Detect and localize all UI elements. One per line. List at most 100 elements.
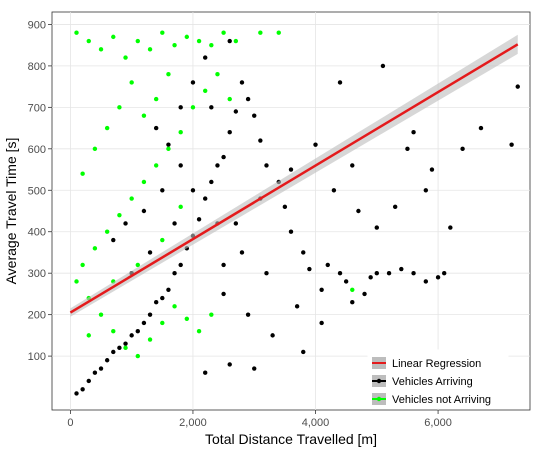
legend-box xyxy=(367,349,509,409)
x-axis-title: Total Distance Travelled [m] xyxy=(205,431,377,447)
arriving-point xyxy=(442,270,447,276)
legend-key-not-arriving-point xyxy=(376,396,382,402)
y-tick-label: 100 xyxy=(28,351,46,363)
arriving-point xyxy=(509,142,514,147)
arriving-point xyxy=(178,105,183,110)
not-arriving-point xyxy=(117,105,122,110)
y-tick-label: 500 xyxy=(28,185,46,197)
not-arriving-point xyxy=(147,47,153,52)
arriving-point xyxy=(153,125,159,131)
arriving-point xyxy=(74,391,79,396)
not-arriving-point xyxy=(160,237,165,243)
arriving-point xyxy=(166,287,171,292)
arriving-point xyxy=(221,291,226,297)
arriving-point xyxy=(178,262,183,268)
arriving-point xyxy=(123,221,128,226)
arriving-point xyxy=(423,279,429,284)
arriving-point xyxy=(135,329,140,334)
not-arriving-point xyxy=(227,96,232,102)
not-arriving-point xyxy=(92,246,98,251)
not-arriving-point xyxy=(184,34,190,40)
arriving-point xyxy=(203,55,208,60)
not-arriving-point xyxy=(209,312,214,317)
not-arriving-point xyxy=(80,171,85,176)
arriving-point xyxy=(264,163,269,168)
y-axis-title: Average Travel Time [s] xyxy=(3,138,19,285)
not-arriving-point xyxy=(129,196,134,201)
not-arriving-point xyxy=(74,30,79,35)
arriving-point xyxy=(147,250,153,255)
not-arriving-point xyxy=(190,105,196,110)
arriving-point xyxy=(203,370,208,375)
not-arriving-point xyxy=(111,34,116,40)
arriving-point xyxy=(172,270,177,276)
arriving-point xyxy=(123,341,128,346)
not-arriving-point xyxy=(98,47,104,52)
not-arriving-point xyxy=(221,30,226,35)
y-tick-label: 200 xyxy=(28,310,46,322)
arriving-point xyxy=(80,387,85,392)
not-arriving-point xyxy=(74,279,79,284)
not-arriving-point xyxy=(172,42,177,48)
not-arriving-point xyxy=(160,30,165,35)
arriving-point xyxy=(515,84,520,89)
not-arriving-point xyxy=(141,179,147,185)
arriving-point xyxy=(258,138,263,143)
not-arriving-point xyxy=(215,71,220,77)
arriving-point xyxy=(350,300,355,305)
arriving-point xyxy=(160,188,165,193)
arriving-point xyxy=(239,250,245,255)
not-arriving-point xyxy=(135,38,140,44)
not-arriving-point xyxy=(153,96,159,102)
arriving-point xyxy=(141,320,147,326)
legend-label-arriving: Vehicles Arriving xyxy=(392,376,473,388)
not-arriving-point xyxy=(203,88,208,93)
arriving-point xyxy=(350,163,355,168)
arriving-point xyxy=(294,304,300,309)
arriving-point xyxy=(399,266,404,272)
grid-lines xyxy=(52,12,530,410)
arriving-point xyxy=(111,349,116,355)
not-arriving-point xyxy=(178,130,183,135)
not-arriving-point xyxy=(135,353,140,359)
not-arriving-point xyxy=(258,30,263,35)
arriving-point xyxy=(166,142,171,147)
x-tick-label: 0 xyxy=(67,417,73,429)
arriving-point xyxy=(301,349,306,355)
arriving-point xyxy=(435,275,441,280)
not-arriving-point xyxy=(209,42,214,48)
arriving-point xyxy=(239,80,245,85)
arriving-point xyxy=(233,109,239,114)
arriving-point xyxy=(215,163,220,168)
not-arriving-point xyxy=(86,38,91,44)
not-arriving-point xyxy=(123,345,128,351)
arriving-point xyxy=(147,312,153,317)
arriving-point xyxy=(301,250,306,255)
arriving-point xyxy=(264,270,269,276)
not-arriving-point xyxy=(117,212,122,218)
not-arriving-point xyxy=(276,30,281,35)
arriving-point xyxy=(104,358,110,363)
arriving-point xyxy=(282,204,288,210)
arriving-point xyxy=(245,312,251,317)
arriving-point xyxy=(319,320,324,326)
not-arriving-point xyxy=(184,316,190,321)
arriving-point xyxy=(129,333,134,338)
legend-key-arriving-point xyxy=(376,378,382,384)
arriving-point xyxy=(448,225,453,230)
arriving-point xyxy=(307,266,312,272)
x-tick-label: 6,000 xyxy=(424,417,452,429)
regression-line xyxy=(69,43,519,314)
arriving-point xyxy=(221,262,226,268)
arriving-point xyxy=(153,300,159,305)
not-arriving-point xyxy=(104,229,110,234)
legend-label-not-arriving: Vehicles not Arriving xyxy=(392,394,491,406)
arriving-point xyxy=(111,237,116,243)
arriving-point xyxy=(98,366,104,371)
regression-layer xyxy=(69,34,519,317)
arriving-point xyxy=(86,378,91,384)
arriving-point xyxy=(172,221,177,226)
arriving-point xyxy=(288,167,294,172)
arriving-point xyxy=(386,270,392,276)
